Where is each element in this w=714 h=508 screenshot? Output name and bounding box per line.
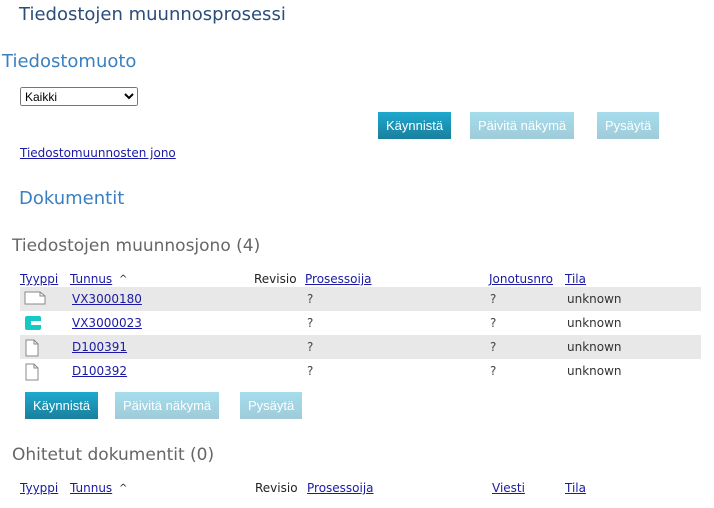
state-value: unknown	[567, 316, 622, 330]
format-select[interactable]: Kaikki	[20, 87, 138, 106]
queue-no-value: ?	[490, 340, 497, 354]
sort-asc-icon: ^	[119, 483, 128, 494]
queue-no-value: ?	[490, 292, 497, 306]
queue-stop-button[interactable]: Pysäytä	[240, 392, 303, 419]
start-button[interactable]: Käynnistä	[378, 112, 452, 139]
table-row: VX3000180 ? ? unknown	[20, 287, 701, 311]
processor-value: ?	[307, 340, 314, 354]
state-value: unknown	[567, 340, 622, 354]
skipped-heading: Ohitetut dokumentit (0)	[12, 445, 215, 465]
refresh-button[interactable]: Päivitä näkymä	[470, 112, 575, 139]
skipped-col-processor[interactable]: Prosessoija	[307, 481, 374, 495]
format-heading: Tiedostomuoto	[2, 51, 137, 72]
teal-c-file-icon	[24, 315, 42, 334]
processor-value: ?	[307, 316, 314, 330]
sort-asc-icon: ^	[119, 274, 128, 285]
skipped-col-type[interactable]: Tyyppi	[20, 481, 59, 495]
skipped-col-state[interactable]: Tila	[565, 481, 586, 495]
document-icon	[24, 339, 40, 360]
document-id-link[interactable]: D100392	[72, 364, 128, 378]
skipped-col-revision: Revisio	[255, 481, 298, 495]
table-row: D100392 ? ? unknown	[20, 359, 701, 383]
stop-button[interactable]: Pysäytä	[597, 112, 660, 139]
table-row: D100391 ? ? unknown	[20, 335, 701, 359]
processor-value: ?	[307, 364, 314, 378]
col-queue-no[interactable]: Jonotusnro	[489, 272, 554, 286]
document-icon	[24, 363, 40, 384]
queue-no-value: ?	[490, 364, 497, 378]
table-row: VX3000023 ? ? unknown	[20, 311, 701, 335]
col-type[interactable]: Tyyppi	[20, 272, 59, 286]
documents-heading: Dokumentit	[19, 188, 125, 209]
queue-heading: Tiedostojen muunnosjono (4)	[12, 236, 261, 256]
skipped-col-id[interactable]: Tunnus	[70, 481, 113, 495]
queue-start-button[interactable]: Käynnistä	[25, 392, 99, 419]
col-processor[interactable]: Prosessoija	[305, 272, 372, 286]
page-title: Tiedostojen muunnosprosessi	[19, 4, 286, 25]
blank-doc-landscape-icon	[24, 291, 46, 308]
queue-link[interactable]: Tiedostomuunnosten jono	[20, 146, 176, 160]
document-id-link[interactable]: D100391	[72, 340, 128, 354]
document-id-link[interactable]: VX3000023	[72, 316, 142, 330]
state-value: unknown	[567, 292, 622, 306]
queue-refresh-button[interactable]: Päivitä näkymä	[115, 392, 220, 419]
state-value: unknown	[567, 364, 622, 378]
document-id-link[interactable]: VX3000180	[72, 292, 142, 306]
queue-no-value: ?	[490, 316, 497, 330]
processor-value: ?	[307, 292, 314, 306]
col-id[interactable]: Tunnus	[70, 272, 113, 286]
col-revision: Revisio	[254, 272, 297, 286]
skipped-col-message[interactable]: Viesti	[492, 481, 525, 495]
col-state[interactable]: Tila	[565, 272, 586, 286]
